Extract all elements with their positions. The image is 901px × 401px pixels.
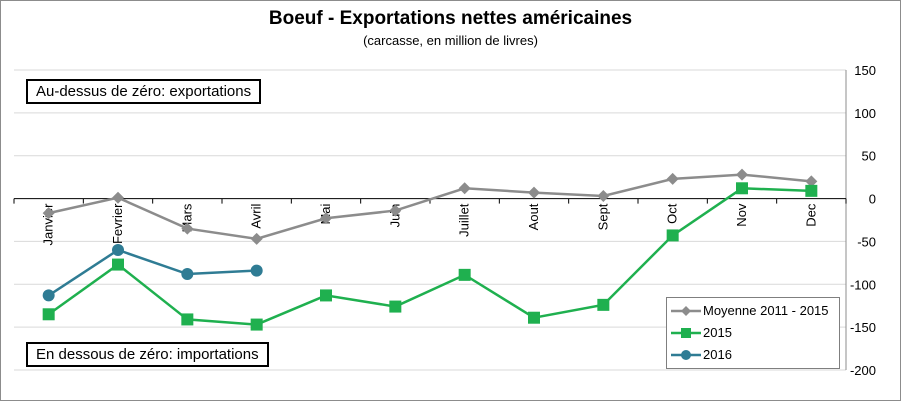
x-tick-label: Oct: [665, 203, 680, 224]
data-point-diamond: [181, 222, 194, 235]
y-tick-label: -50: [857, 234, 876, 249]
y-tick-label: 100: [854, 106, 876, 121]
annotation-imports: En dessous de zéro: importations: [26, 342, 269, 367]
data-point-square: [458, 268, 471, 281]
data-point-square: [250, 318, 263, 331]
y-tick-label: 150: [854, 63, 876, 78]
data-point-square: [736, 182, 748, 195]
x-tick-label: Dec: [803, 203, 818, 227]
legend-label-average: Moyenne 2011 - 2015: [703, 303, 829, 318]
y-tick-label: -150: [850, 320, 876, 335]
x-tick-label: Mars: [179, 203, 194, 232]
series-line-2: [47, 248, 257, 297]
legend-marker-circle-icon: [671, 350, 701, 360]
data-point-square: [42, 308, 55, 321]
chart-title: Boeuf - Exportations nettes américaines: [268, 8, 633, 29]
y-tick-label: 50: [862, 149, 876, 164]
legend-label-2016: 2016: [703, 347, 732, 362]
data-point-diamond: [250, 232, 263, 245]
annotation-exports: Au-dessus de zéro: exportations: [26, 79, 262, 104]
data-point-diamond: [528, 186, 540, 199]
series-line-0: [48, 173, 812, 241]
series-line-1: [47, 187, 812, 326]
legend-marker-diamond-icon: [671, 306, 701, 316]
data-point-square: [389, 300, 402, 313]
data-point-diamond: [666, 172, 679, 185]
data-point-diamond: [458, 182, 471, 195]
x-tick-label: Nov: [734, 203, 749, 227]
legend-item-average: Moyenne 2011 - 2015: [667, 301, 839, 321]
data-point-square: [181, 313, 194, 326]
x-tick-label: Avril: [249, 203, 264, 228]
y-tick-label: -200: [850, 363, 876, 378]
data-point-square: [112, 258, 124, 271]
data-point-diamond: [42, 207, 55, 220]
data-point-diamond: [597, 190, 610, 202]
chart-subtitle: (carcasse, en million de livres): [363, 33, 538, 48]
data-point-diamond: [389, 204, 402, 217]
data-point-circle: [112, 244, 124, 256]
legend-label-2015: 2015: [703, 325, 732, 340]
x-tick-label: Fevrier: [110, 203, 125, 244]
data-point-diamond: [320, 212, 332, 225]
data-point-square: [528, 311, 540, 324]
legend-item-2016: 2016: [667, 345, 839, 365]
y-tick-label: 0: [869, 192, 876, 207]
data-point-diamond: [112, 191, 124, 204]
data-point-square: [320, 289, 332, 302]
data-point-circle: [42, 289, 55, 302]
data-point-circle: [181, 268, 194, 280]
legend-marker-square-icon: [671, 328, 701, 338]
x-tick-label: Juillet: [457, 203, 472, 237]
x-tick-label: Sept: [595, 203, 610, 230]
legend-item-2015: 2015: [667, 323, 839, 343]
data-point-square: [666, 229, 679, 242]
data-point-square: [597, 298, 610, 311]
data-point-diamond: [736, 168, 748, 181]
data-point-square: [805, 184, 818, 197]
data-point-diamond: [805, 175, 818, 188]
x-tick-label: Aout: [526, 203, 541, 230]
legend: Moyenne 2011 - 2015 2015 2016: [666, 297, 840, 369]
y-tick-label: -100: [850, 277, 876, 292]
data-point-circle: [250, 264, 263, 277]
